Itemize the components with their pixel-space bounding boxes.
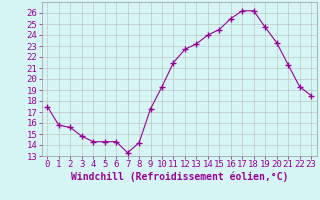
X-axis label: Windchill (Refroidissement éolien,°C): Windchill (Refroidissement éolien,°C) <box>70 172 288 182</box>
